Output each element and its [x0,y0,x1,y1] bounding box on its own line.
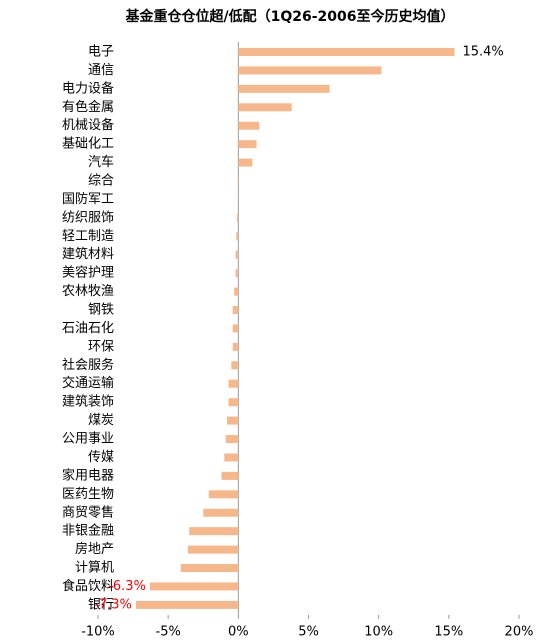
category-label: 综合 [88,174,114,189]
value-label: 15.4% [462,45,503,60]
category-label: 银行 [88,597,114,612]
category-label: 钢铁 [88,303,114,318]
bar [180,564,239,573]
bar [238,84,330,93]
bar [225,435,239,444]
category-label: 机械设备 [62,117,114,133]
bar [238,103,292,112]
bar [231,361,239,370]
bar [238,140,257,149]
category-label: 煤炭 [88,413,114,428]
bar [235,269,239,278]
bar [208,490,239,499]
bar [228,398,239,407]
category-label: 非银金融 [62,523,114,539]
category-label: 房地产 [75,541,114,557]
category-label: 计算机 [75,561,114,576]
bar [135,600,239,609]
category-label: 医药生物 [62,487,114,502]
bar [238,177,240,186]
bar [236,213,239,222]
bar [203,508,239,517]
bar [238,158,253,167]
bar [232,342,239,351]
x-tick-label: 15% [434,625,463,640]
bar [187,545,239,554]
category-label: 纺织服饰 [62,210,114,225]
category-label: 社会服务 [62,357,114,373]
bar [238,121,260,130]
category-label: 电子 [88,45,114,60]
category-label: 建筑装饰 [62,394,114,410]
category-label: 建筑材料 [62,246,114,262]
bar [224,453,239,462]
value-label: -7.3% [94,597,132,612]
category-label: 传媒 [88,450,114,465]
bar [232,306,239,315]
x-tick-label: 5% [298,625,319,640]
category-label: 基础化工 [62,137,114,152]
x-tick-label: 20% [505,625,534,640]
value-label: -6.3% [108,579,146,594]
category-label: 环保 [88,339,114,354]
category-label: 国防军工 [62,191,114,207]
category-label: 家用电器 [62,467,114,483]
category-label: 通信 [88,63,114,78]
category-label: 电力设备 [62,80,114,96]
x-tick-label: -10% [81,625,115,640]
category-label: 商贸零售 [62,504,114,520]
category-label: 有色金属 [62,99,114,115]
bar [149,582,239,591]
category-label: 交通运输 [62,375,114,391]
bar [232,324,239,333]
bar [228,379,239,388]
bar [221,471,239,480]
bar [234,287,239,296]
bar [227,416,239,425]
category-label: 美容护理 [62,265,114,281]
category-label: 食品饮料 [62,578,114,594]
x-tick-label: 0% [228,625,249,640]
x-tick-label: -5% [156,625,181,640]
bar [189,527,239,536]
category-label: 农林牧渔 [62,284,114,299]
bar [235,250,239,259]
x-tick-label: 10% [364,625,393,640]
bar [236,232,239,241]
category-label: 石油石化 [62,321,114,336]
bar [238,66,382,75]
category-label: 轻工制造 [62,229,114,244]
category-label: 汽车 [88,154,114,170]
bar [238,48,455,56]
chart-title: 基金重仓仓位超/低配（1Q26-2006至今历史均值） [125,8,454,25]
category-label: 公用事业 [62,432,114,447]
